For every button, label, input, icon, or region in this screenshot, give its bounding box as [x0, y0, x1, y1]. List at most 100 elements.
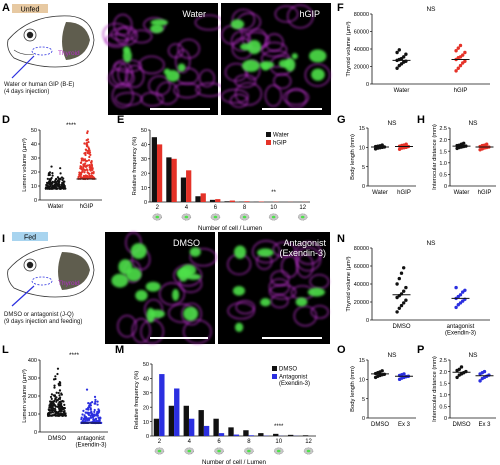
data-point [454, 49, 458, 53]
y-tick-label: 200 [28, 394, 37, 400]
bar [244, 201, 250, 202]
x-category-label: DMSO [453, 422, 471, 428]
data-point [61, 178, 64, 182]
x-category-label: Ex 3 [478, 422, 491, 428]
x-tick-label: 2 [158, 439, 162, 445]
x-tick-label: 10 [275, 439, 282, 445]
lumen-core-icon [187, 449, 192, 453]
legend-swatch [272, 374, 277, 379]
data-point [55, 391, 58, 394]
green-lumen-signal [278, 59, 291, 68]
data-point [51, 181, 54, 185]
data-point [89, 411, 92, 414]
y-tick-label: 1.0 [439, 393, 447, 399]
schematic-bottom-caption-line1: DMSO or antagonist (J-Q) [4, 312, 74, 318]
magenta-membrane-outline [114, 92, 143, 106]
data-point [458, 63, 463, 68]
green-lumen-signal [183, 306, 199, 321]
data-point [48, 173, 51, 177]
bar [153, 418, 160, 436]
data-point [90, 167, 94, 171]
panel-letter-p: P [417, 344, 424, 356]
x-category-label: DMSO [371, 422, 389, 428]
magenta-membrane-outline [221, 88, 249, 104]
green-lumen-signal [309, 49, 327, 63]
data-point [80, 167, 83, 171]
legend-label: Antagonist [279, 375, 308, 381]
data-point [482, 369, 487, 374]
data-point [55, 400, 58, 403]
data-point [60, 400, 63, 403]
data-point [52, 394, 55, 397]
data-point [399, 271, 404, 275]
significance-label: **** [274, 424, 284, 430]
data-point [85, 139, 88, 142]
magenta-membrane-outline [227, 302, 255, 320]
data-point [53, 407, 57, 410]
data-point [53, 386, 56, 389]
data-point [88, 404, 91, 407]
bar [156, 144, 163, 202]
data-point [59, 172, 62, 175]
legend-label: DMSO [279, 367, 297, 373]
magenta-membrane-outline [295, 246, 322, 272]
green-lumen-signal [178, 268, 189, 282]
micrograph-dmso-label: DMSO [173, 238, 200, 248]
x-category-label: (Exendin-3) [75, 443, 106, 449]
data-point [53, 413, 56, 416]
data-point [54, 411, 57, 414]
green-lumen-signal [232, 286, 245, 296]
data-point [58, 408, 61, 411]
y-tick-label: 0 [362, 416, 365, 422]
data-point [478, 379, 482, 383]
larva-fed-eye-pupil [26, 261, 34, 269]
bar [233, 434, 240, 436]
x-tick-label: 4 [185, 205, 189, 211]
data-point [62, 400, 65, 403]
data-point [99, 416, 102, 419]
data-point [85, 165, 88, 168]
y-tick-label: 60000 [354, 264, 369, 270]
magenta-membrane-outline [111, 61, 129, 86]
magenta-membrane-outline [274, 5, 299, 23]
y-tick-label: 2.0 [439, 138, 447, 144]
data-point [83, 171, 86, 174]
y-axis-label: Thyroid volume (µm³) [346, 256, 352, 311]
bar [302, 435, 309, 436]
green-lumen-signal [172, 288, 180, 301]
bar [228, 427, 234, 436]
magenta-membrane-outline [148, 75, 171, 96]
magenta-membrane-outline [261, 41, 288, 58]
data-point [56, 367, 60, 370]
fed-tag-label: Fed [24, 235, 36, 242]
y-axis-label: Lumen volume (µm³) [22, 138, 28, 192]
y-tick-label: 30 [143, 391, 149, 397]
y-tick-label: 5 [362, 397, 365, 403]
magenta-membrane-outline [138, 55, 165, 75]
data-point [93, 408, 96, 412]
green-lumen-signal [145, 281, 161, 292]
magenta-membrane-outline [104, 33, 129, 48]
panel-letter-o: O [337, 344, 346, 356]
data-point [97, 416, 100, 419]
data-point [81, 413, 84, 416]
data-point [83, 163, 86, 167]
data-point [86, 171, 89, 174]
data-point [80, 159, 83, 162]
panel-letter-m: M [115, 344, 124, 356]
data-point [52, 407, 55, 410]
data-point [96, 414, 99, 417]
data-point [87, 412, 90, 415]
data-point [59, 405, 62, 408]
data-point [96, 403, 99, 406]
data-point [463, 50, 467, 55]
magenta-membrane-outline [189, 248, 217, 267]
data-point [83, 414, 86, 417]
magenta-membrane-outline [177, 38, 200, 59]
data-point [94, 417, 97, 421]
x-category-label: DMSO [48, 436, 66, 442]
magenta-membrane-outline [115, 26, 138, 46]
y-tick-label: 20000 [354, 65, 369, 71]
